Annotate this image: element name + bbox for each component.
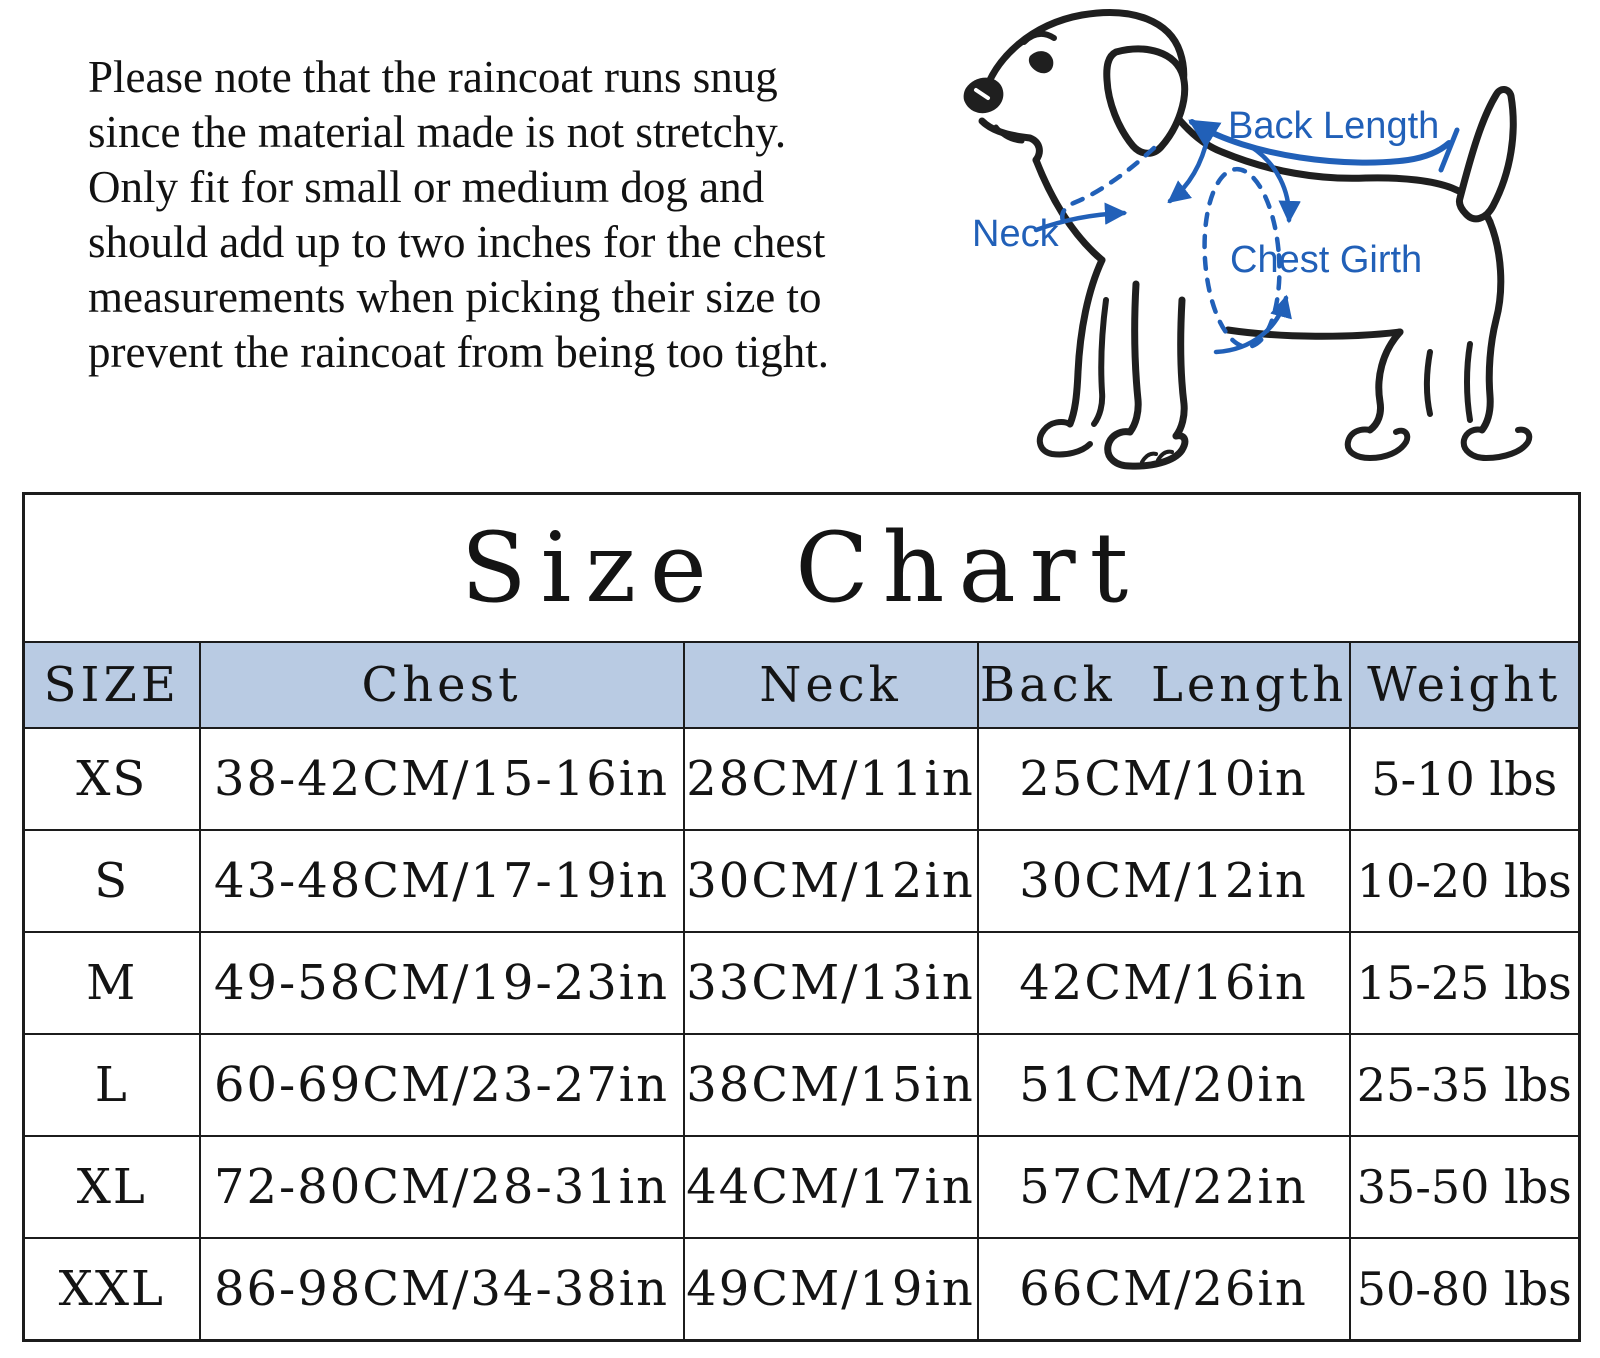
cell-weight: 50-80 lbs bbox=[1348, 1237, 1581, 1342]
cell-weight: 5-10 lbs bbox=[1348, 727, 1581, 831]
col-header-weight: Weight bbox=[1348, 641, 1581, 729]
title-row: Size Chart bbox=[22, 492, 1581, 643]
measurement-annotations bbox=[1033, 119, 1460, 355]
cell-chest: 43-48CM/17-19in bbox=[198, 829, 685, 933]
cell-size: M bbox=[22, 931, 201, 1035]
col-header-neck: Neck bbox=[682, 641, 979, 729]
nose-highlight bbox=[974, 88, 990, 100]
cell-back-length: 30CM/12in bbox=[976, 829, 1351, 933]
cell-chest: 38-42CM/15-16in bbox=[198, 727, 685, 831]
cell-back-length: 25CM/10in bbox=[976, 727, 1351, 831]
cell-back-length: 66CM/26in bbox=[976, 1237, 1351, 1342]
table-row: XS 38-42CM/15-16in 28CM/11in 25CM/10in 5… bbox=[22, 727, 1581, 831]
col-header-size: SIZE bbox=[22, 641, 201, 729]
cell-weight: 10-20 lbs bbox=[1348, 829, 1581, 933]
label-chest-girth: Chest Girth bbox=[1230, 239, 1422, 281]
cell-neck: 38CM/15in bbox=[682, 1033, 979, 1137]
fit-note: Please note that the raincoat runs snug … bbox=[88, 50, 829, 380]
cell-size: L bbox=[22, 1033, 201, 1137]
chest-dashed-ellipse bbox=[1202, 166, 1282, 350]
fit-note-line: since the material made is not stretchy. bbox=[88, 107, 787, 157]
cell-weight: 15-25 lbs bbox=[1348, 931, 1581, 1035]
neck-dashed-arc bbox=[1060, 145, 1157, 224]
dog-illustration: Back Length Neck Chest Girth bbox=[963, 9, 1533, 470]
back-length-end-tick bbox=[1438, 127, 1460, 173]
size-chart-title: Size Chart bbox=[22, 492, 1581, 643]
table-row: XL 72-80CM/28-31in 44CM/17in 57CM/22in 3… bbox=[22, 1135, 1581, 1239]
table-row: S 43-48CM/17-19in 30CM/12in 30CM/12in 10… bbox=[22, 829, 1581, 933]
cell-chest: 60-69CM/23-27in bbox=[198, 1033, 685, 1137]
dog-eye bbox=[1028, 51, 1054, 74]
back-length-curve bbox=[1188, 119, 1452, 166]
table-row: XXL 86-98CM/34-38in 49CM/19in 66CM/26in … bbox=[22, 1237, 1581, 1342]
col-header-back-length: Back Length bbox=[976, 641, 1351, 729]
chest-bottom-arrow bbox=[1213, 294, 1292, 355]
cell-weight: 35-50 lbs bbox=[1348, 1135, 1581, 1239]
cell-chest: 72-80CM/28-31in bbox=[198, 1135, 685, 1239]
cell-neck: 49CM/19in bbox=[682, 1237, 979, 1342]
cell-neck: 30CM/12in bbox=[682, 829, 979, 933]
cell-back-length: 57CM/22in bbox=[976, 1135, 1351, 1239]
withers-arrow bbox=[1167, 133, 1211, 204]
label-neck: Neck bbox=[972, 213, 1060, 255]
cell-neck: 28CM/11in bbox=[682, 727, 979, 831]
header-row: SIZE Chest Neck Back Length Weight bbox=[22, 641, 1581, 729]
cell-size: XXL bbox=[22, 1237, 201, 1342]
fit-note-line: Please note that the raincoat runs snug bbox=[88, 52, 778, 102]
table-row: L 60-69CM/23-27in 38CM/15in 51CM/20in 25… bbox=[22, 1033, 1581, 1137]
cell-size: XL bbox=[22, 1135, 201, 1239]
neck-arrow bbox=[1033, 202, 1128, 233]
fit-note-line: prevent the raincoat from being too tigh… bbox=[88, 327, 830, 377]
cell-chest: 49-58CM/19-23in bbox=[198, 931, 685, 1035]
fit-note-line: should add up to two inches for the ches… bbox=[88, 217, 826, 267]
cell-chest: 86-98CM/34-38in bbox=[198, 1237, 685, 1342]
cell-size: XS bbox=[22, 727, 201, 831]
dog-measurement-diagram: Back Length Neck Chest Girth bbox=[930, 0, 1600, 480]
fit-note-line: Only fit for small or medium dog and bbox=[88, 162, 765, 212]
table-row: M 49-58CM/19-23in 33CM/13in 42CM/16in 15… bbox=[22, 931, 1581, 1035]
cell-size: S bbox=[22, 829, 201, 933]
label-back-length: Back Length bbox=[1228, 105, 1439, 147]
cell-back-length: 42CM/16in bbox=[976, 931, 1351, 1035]
col-header-chest: Chest bbox=[198, 641, 685, 729]
size-chart-table: Size Chart SIZE Chest Neck Back Length W… bbox=[22, 492, 1582, 1342]
cell-neck: 44CM/17in bbox=[682, 1135, 979, 1239]
cell-neck: 33CM/13in bbox=[682, 931, 979, 1035]
fit-note-line: measurements when picking their size to bbox=[88, 272, 822, 322]
cell-weight: 25-35 lbs bbox=[1348, 1033, 1581, 1137]
chest-top-arrow bbox=[1247, 143, 1301, 224]
cell-back-length: 51CM/20in bbox=[976, 1033, 1351, 1137]
